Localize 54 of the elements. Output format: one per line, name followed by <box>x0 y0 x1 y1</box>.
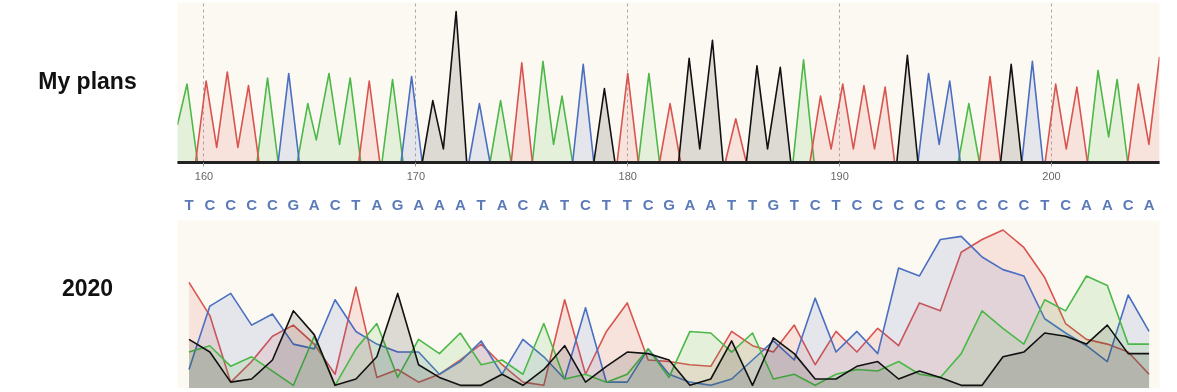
x-tick-label: C <box>642 195 654 213</box>
x-tick-label: C <box>1018 195 1030 213</box>
x-tick-label: A <box>1101 195 1113 213</box>
x-tick-label: G <box>663 195 675 213</box>
x-tick-label: A <box>684 195 696 213</box>
x-tick-label: C <box>914 195 926 213</box>
x-tick-label: 190 <box>830 169 849 182</box>
x-tick-label: A <box>454 195 466 213</box>
x-tick-label: C <box>204 195 216 213</box>
x-tick-label: G <box>767 195 780 213</box>
x-tick-label: C <box>1122 195 1134 213</box>
x-tick-label: C <box>1060 195 1072 213</box>
text: 2020 <box>61 274 114 303</box>
x-tick-label: A <box>705 195 717 213</box>
x-tick-label: A <box>496 195 508 213</box>
x-tick-label: C <box>580 195 592 213</box>
x-tick-label: T <box>747 195 758 213</box>
x-tick-label: C <box>872 195 884 213</box>
x-tick-label: C <box>809 195 821 213</box>
x-tick-label: 160 <box>194 169 214 182</box>
x-tick-label: C <box>246 195 258 213</box>
x-tick-label: G <box>287 195 300 213</box>
x-tick-label: C <box>997 195 1009 213</box>
x-tick-label: C <box>934 195 946 213</box>
x-tick-label: 200 <box>1042 169 1061 182</box>
x-tick-label: A <box>1143 195 1155 213</box>
x-tick-label: T <box>476 195 486 213</box>
x-tick-label: A <box>434 195 446 213</box>
x-tick-label: A <box>1081 195 1093 213</box>
x-tick-label: C <box>955 195 967 213</box>
x-tick-label: T <box>184 195 194 213</box>
x-tick-label: T <box>351 195 361 213</box>
x-tick-label: T <box>601 195 611 213</box>
x-tick-label: G <box>391 195 404 213</box>
x-tick-label: C <box>976 195 988 213</box>
x-tick-label: C <box>893 195 905 213</box>
x-tick-label: T <box>727 195 737 213</box>
text: My plans <box>38 67 137 96</box>
x-tick-label: C <box>851 195 863 213</box>
x-tick-label: T <box>789 195 799 213</box>
x-tick-label: C <box>329 195 341 213</box>
x-tick-label: T <box>1040 195 1050 213</box>
x-tick-label: T <box>622 195 632 213</box>
x-tick-label: C <box>267 195 279 213</box>
x-tick-label: 170 <box>406 169 426 182</box>
x-tick-label: A <box>308 195 320 213</box>
x-tick-label: C <box>225 195 237 213</box>
x-tick-label: 180 <box>618 169 637 182</box>
x-tick-label: C <box>517 195 529 213</box>
x-tick-label: A <box>413 195 425 213</box>
x-tick-label: A <box>371 195 383 213</box>
x-tick-label: A <box>538 195 550 213</box>
x-tick-label: T <box>831 195 841 213</box>
x-tick-label: T <box>560 195 570 213</box>
